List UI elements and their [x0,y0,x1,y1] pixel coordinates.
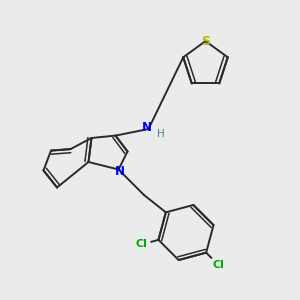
Text: Cl: Cl [136,239,148,249]
Text: N: N [115,165,125,178]
Text: Cl: Cl [212,260,224,270]
Text: S: S [201,34,210,48]
Text: H: H [157,129,164,140]
Text: N: N [142,121,152,134]
